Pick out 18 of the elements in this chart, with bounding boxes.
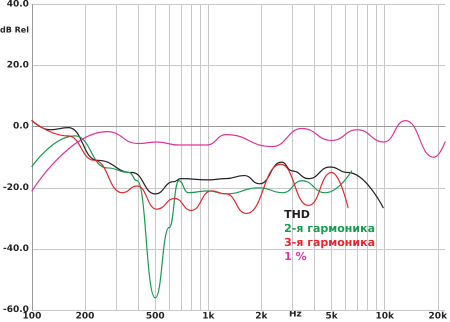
y-tick-label: 20.0 xyxy=(6,60,29,71)
x-tick-label: 100 xyxy=(22,312,42,322)
x-tick-label: 500 xyxy=(146,312,165,322)
x-tick-label: 20k xyxy=(428,312,448,322)
x-tick-label: 5k xyxy=(325,312,339,322)
x-tick-label: 2k xyxy=(255,312,269,322)
y-tick-label: 40.0 xyxy=(6,0,29,10)
y-tick-label: 0.0 xyxy=(12,122,29,132)
x-tick-label: 200 xyxy=(76,312,94,322)
text: 2-я гармоника xyxy=(284,222,376,235)
text: THD xyxy=(284,208,310,221)
x-tick-label: 1k xyxy=(202,312,216,322)
y-axis-title: dB Rel xyxy=(0,26,30,34)
y-tick-label: -20.0 xyxy=(2,182,29,193)
x-tick-label: 10k xyxy=(375,312,395,322)
y-tick-label: -40.0 xyxy=(2,244,29,254)
text: 1 % xyxy=(284,250,307,263)
text: 3-я гармоника xyxy=(284,236,376,249)
